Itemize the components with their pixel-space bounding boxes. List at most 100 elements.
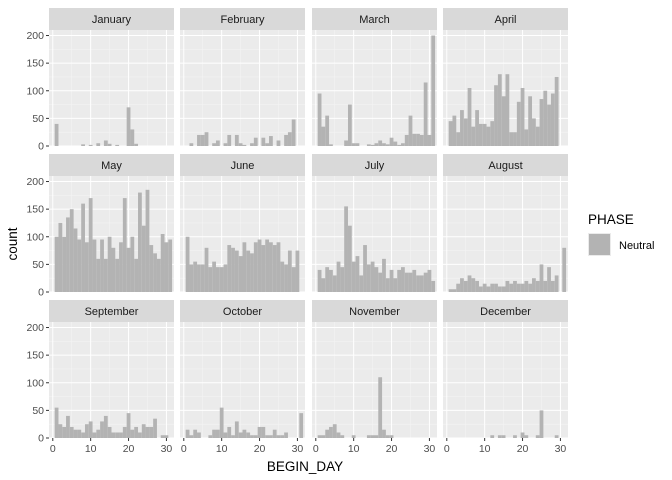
- bar: [397, 144, 402, 146]
- x-tick-label: 10: [85, 443, 97, 455]
- facet-strip-label: January: [92, 14, 132, 26]
- bar: [81, 144, 85, 146]
- bar: [246, 432, 251, 438]
- bar: [227, 245, 232, 292]
- bar: [115, 144, 120, 146]
- bar: [378, 272, 383, 292]
- bar: [471, 278, 476, 292]
- y-tick-label: 100: [26, 377, 44, 389]
- bar: [355, 143, 360, 146]
- bar: [272, 245, 277, 292]
- bar: [475, 110, 479, 146]
- bar: [134, 258, 139, 292]
- bar: [96, 429, 101, 438]
- legend-swatch-neutral: [589, 234, 610, 255]
- bar: [189, 264, 194, 292]
- bar: [227, 134, 232, 146]
- bar: [550, 93, 555, 146]
- bar: [374, 435, 379, 438]
- facet-august: August: [443, 154, 568, 293]
- bar: [401, 267, 405, 292]
- bar: [265, 143, 270, 146]
- bar: [238, 256, 243, 292]
- bar: [482, 283, 487, 292]
- bar: [291, 267, 296, 292]
- bar: [490, 121, 495, 146]
- facet-strip-label: October: [223, 306, 262, 318]
- bar: [269, 242, 273, 292]
- facet-strip-label: September: [85, 306, 139, 318]
- bar: [389, 269, 394, 292]
- bar: [351, 143, 356, 146]
- facet-strip: [49, 300, 174, 322]
- facet-may: May: [49, 154, 174, 293]
- bar: [340, 267, 345, 292]
- bar: [520, 283, 525, 292]
- x-tick-label: 30: [555, 443, 567, 455]
- bar: [103, 258, 108, 292]
- bar: [153, 418, 157, 438]
- bar: [332, 275, 337, 292]
- bar: [107, 236, 112, 292]
- bar: [287, 132, 292, 146]
- bar: [351, 261, 356, 292]
- bar: [208, 267, 213, 292]
- y-tick-label: 100: [26, 231, 44, 243]
- bar: [524, 280, 529, 292]
- bar: [284, 264, 288, 292]
- bar: [122, 426, 127, 438]
- facet-strip-label: December: [480, 306, 531, 318]
- bar: [562, 247, 567, 292]
- bar: [427, 134, 432, 146]
- bar: [513, 280, 517, 292]
- bar: [134, 426, 139, 438]
- y-tick-label: 0: [38, 433, 44, 445]
- bar: [88, 144, 93, 146]
- bar: [212, 143, 216, 146]
- bar: [261, 245, 266, 292]
- bar: [100, 421, 104, 438]
- bar: [448, 289, 453, 292]
- bar: [520, 88, 525, 146]
- bar: [115, 258, 120, 292]
- bar: [404, 272, 409, 292]
- bar: [366, 144, 371, 146]
- bar: [299, 413, 304, 438]
- facet-strip: [443, 8, 568, 30]
- bar: [332, 424, 337, 438]
- bar: [366, 435, 371, 438]
- bar: [253, 137, 258, 146]
- bar: [535, 126, 540, 146]
- y-tick-label: 200: [26, 30, 44, 42]
- facet-june: June: [180, 154, 305, 293]
- bar: [265, 239, 270, 292]
- bar: [385, 144, 390, 146]
- legend-label-neutral: Neutral: [619, 240, 654, 252]
- bar: [329, 144, 333, 146]
- bar: [164, 435, 169, 438]
- bar: [393, 141, 398, 146]
- bar: [73, 429, 78, 438]
- bar: [325, 429, 330, 438]
- y-tick-label: 0: [38, 141, 44, 153]
- bar: [185, 236, 190, 292]
- bar: [138, 432, 142, 438]
- bar: [423, 272, 428, 292]
- bar: [272, 429, 277, 438]
- bar: [416, 275, 420, 292]
- bar: [208, 435, 213, 438]
- bar: [317, 269, 322, 292]
- bar: [54, 236, 59, 292]
- bar: [532, 278, 536, 292]
- bar: [336, 432, 341, 438]
- bar: [389, 435, 394, 438]
- bar: [325, 267, 330, 292]
- bar: [193, 261, 198, 292]
- bar: [471, 126, 476, 146]
- bar: [478, 286, 483, 292]
- bar: [219, 407, 224, 438]
- bar: [448, 121, 453, 146]
- facet-strip-label: November: [349, 306, 400, 318]
- x-tick-label: 10: [216, 443, 228, 455]
